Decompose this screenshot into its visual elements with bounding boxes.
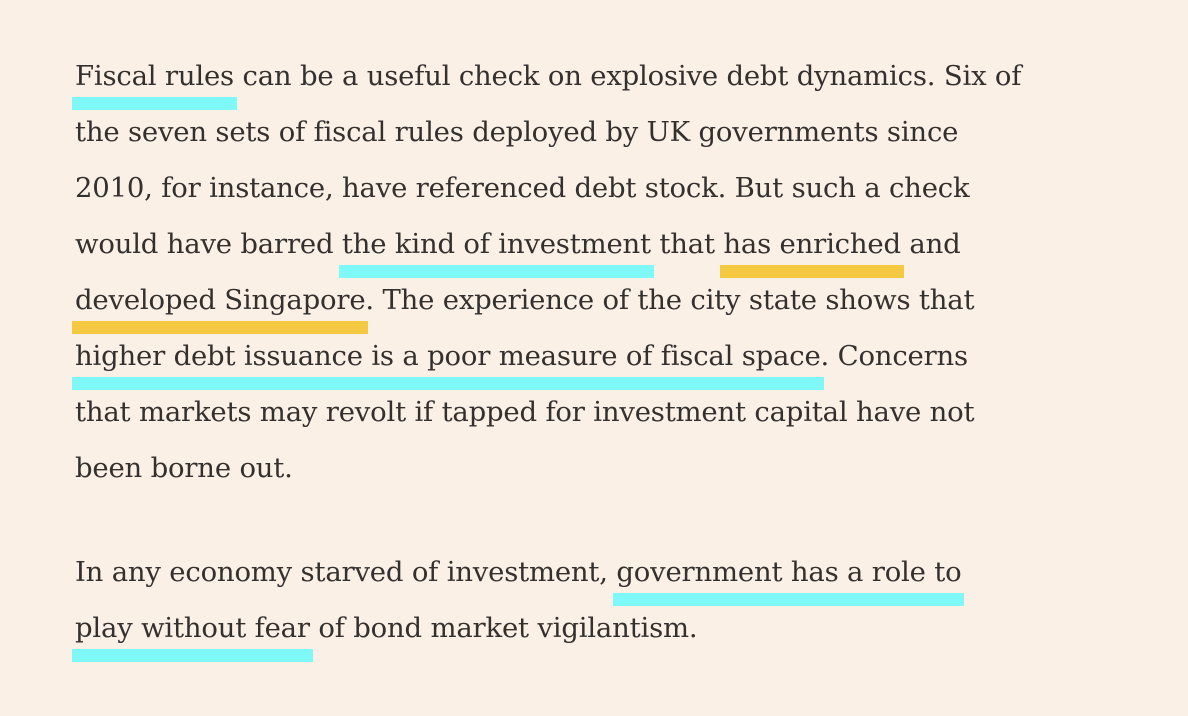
highlighted-text-cyan[interactable]: the kind of investment: [341, 228, 651, 260]
text-line: higher debt issuance is a poor measure o…: [75, 336, 968, 376]
text-segment: of bond market vigilantism.: [309, 612, 698, 644]
text-line: the seven sets of fiscal rules deployed …: [75, 112, 958, 152]
text-segment: and: [900, 228, 961, 260]
highlighted-text-cyan[interactable]: government has a role to: [616, 556, 962, 588]
text-segment: been borne out.: [75, 452, 293, 484]
text-segment: can be a useful check on explosive debt …: [233, 60, 1022, 92]
text-line: developed Singapore. The experience of t…: [75, 280, 975, 320]
text-segment: would have barred: [75, 228, 342, 260]
text-segment: that: [650, 228, 724, 260]
highlighted-text-cyan[interactable]: Fiscal rules: [75, 60, 234, 92]
text-line: would have barred the kind of investment…: [75, 224, 961, 264]
highlighted-text-cyan[interactable]: higher debt issuance is a poor measure o…: [75, 340, 821, 372]
text-segment: . Concerns: [820, 340, 969, 372]
text-line: that markets may revolt if tapped for in…: [75, 392, 975, 432]
highlighted-text-cyan[interactable]: play without fear: [75, 612, 310, 644]
text-segment: In any economy starved of investment,: [75, 556, 617, 588]
text-segment: 2010, for instance, have referenced debt…: [75, 172, 970, 204]
highlighted-text-yellow[interactable]: has enriched: [723, 228, 901, 260]
text-line: been borne out.: [75, 448, 293, 488]
text-segment: the seven sets of fiscal rules deployed …: [75, 116, 959, 148]
text-line: Fiscal rules can be a useful check on ex…: [75, 56, 1021, 96]
text-line: In any economy starved of investment, go…: [75, 552, 962, 592]
text-segment: that markets may revolt if tapped for in…: [75, 396, 975, 428]
text-line: 2010, for instance, have referenced debt…: [75, 168, 970, 208]
text-segment: . The experience of the city state shows…: [365, 284, 975, 316]
text-line: play without fear of bond market vigilan…: [75, 608, 698, 648]
highlighted-text-yellow[interactable]: developed Singapore: [75, 284, 366, 316]
